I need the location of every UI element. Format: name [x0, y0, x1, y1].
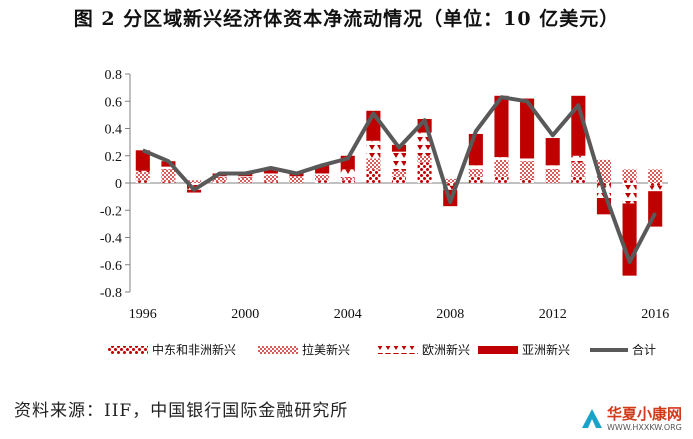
bar-segment — [494, 95, 509, 158]
bar-segment — [468, 165, 483, 170]
y-tick-label: 0.2 — [105, 150, 123, 165]
legend-label: 中东和非洲新兴 — [152, 342, 236, 357]
bar-segment — [212, 176, 227, 178]
bar-segment — [315, 165, 330, 174]
bar-segment — [494, 176, 509, 183]
bar-segment — [520, 98, 535, 159]
source-note: 资料来源：IIF，中国银行国际金融研究所 — [14, 401, 349, 421]
x-tick-label: 2004 — [334, 307, 362, 322]
bar-segment — [622, 180, 637, 183]
bar-segment — [263, 174, 278, 182]
bar-segment — [443, 185, 458, 190]
y-tick-label: 0 — [115, 177, 122, 192]
bar-segment — [494, 159, 509, 177]
bar-segment — [520, 161, 535, 179]
bar-segment — [187, 183, 202, 190]
bar-segment — [417, 132, 432, 156]
bar-segment — [366, 169, 381, 183]
watermark-url: WWW.HXXKW.ORG — [607, 423, 682, 432]
bar-segment — [263, 173, 278, 175]
y-tick-label: -0.2 — [100, 204, 122, 219]
legend-swatch — [258, 346, 298, 354]
bar-segment — [135, 172, 150, 181]
y-tick-label: 0.8 — [105, 68, 123, 83]
bar-segment — [315, 180, 330, 183]
legend-label: 欧洲新兴 — [422, 342, 470, 357]
y-tick-label: 0.6 — [105, 95, 123, 110]
bar-segment — [161, 181, 176, 183]
bar-segment — [135, 170, 150, 173]
bar-segment — [263, 181, 278, 183]
bar-segment — [161, 169, 176, 182]
legend-swatch — [478, 346, 518, 354]
bar-segment — [391, 151, 407, 171]
bar-segment — [520, 178, 535, 183]
bar-segment — [622, 183, 637, 204]
bar-segment — [443, 183, 458, 186]
y-tick-label: 0.4 — [105, 123, 123, 138]
watermark-name: 华夏小康网 — [607, 405, 683, 423]
bar-segment — [238, 176, 253, 178]
bar-segment — [494, 157, 509, 160]
bar-segment — [263, 168, 278, 174]
bar-segment — [648, 169, 663, 183]
bar-segment — [545, 169, 560, 183]
y-tick-label: -0.4 — [100, 232, 122, 247]
bar-segment — [161, 166, 176, 170]
bar-segment — [391, 170, 407, 177]
bar-segment — [468, 176, 483, 183]
bar-segment — [468, 169, 483, 177]
watermark: 华夏小康网 WWW.HXXKW.ORG — [577, 403, 687, 437]
bar-segment — [135, 180, 150, 183]
bar-segment — [545, 138, 560, 166]
bar-segment — [212, 181, 227, 183]
legend-label: 拉美新兴 — [302, 342, 350, 357]
legend-label: 亚洲新兴 — [522, 342, 570, 357]
bar-segment — [520, 158, 535, 162]
legend-swatch — [108, 346, 148, 354]
bar-segment — [366, 158, 381, 170]
bar-segment — [340, 169, 355, 178]
bar-segment — [366, 140, 381, 159]
bar-segment — [648, 183, 663, 186]
bar-segment — [571, 162, 586, 177]
watermark-logo-icon — [582, 409, 602, 428]
bar-segment — [443, 178, 458, 183]
bar-segment — [238, 177, 253, 183]
legend-swatch — [378, 346, 418, 354]
bar-segment — [315, 174, 330, 181]
bar-segment — [571, 176, 586, 183]
bar-segment — [391, 176, 407, 183]
bar-segment — [289, 176, 304, 183]
bar-segment — [187, 180, 202, 183]
y-tick-label: -0.6 — [100, 259, 122, 274]
legend-label: 合计 — [632, 342, 656, 357]
x-tick-label: 1996 — [129, 307, 157, 322]
x-tick-label: 2000 — [231, 307, 259, 322]
x-tick-label: 2008 — [436, 307, 464, 322]
bar-segment — [417, 155, 432, 163]
x-tick-label: 2016 — [641, 307, 669, 322]
x-tick-label: 2012 — [539, 307, 567, 322]
bar-segment — [212, 177, 227, 182]
chart-title: 图 2 分区域新兴经济体资本净流动情况（单位：10 亿美元） — [73, 8, 620, 30]
bar-segment — [622, 203, 637, 276]
bar-segment — [135, 150, 150, 171]
bar-segment — [340, 177, 355, 181]
bar-segment — [315, 173, 330, 175]
capital-flow-chart: 0.8 0.6 0.4 0.2 0 -0.2 -0.4 -0.6 -0.8 1996 2000 200… — [100, 68, 669, 357]
bar-segment — [417, 162, 432, 183]
y-tick-label: -0.8 — [100, 286, 122, 301]
bar-segment — [622, 169, 637, 181]
bar-segment — [545, 165, 560, 170]
bar-segment — [340, 180, 355, 183]
bar-segment — [571, 155, 586, 163]
bar-segment — [648, 185, 663, 192]
